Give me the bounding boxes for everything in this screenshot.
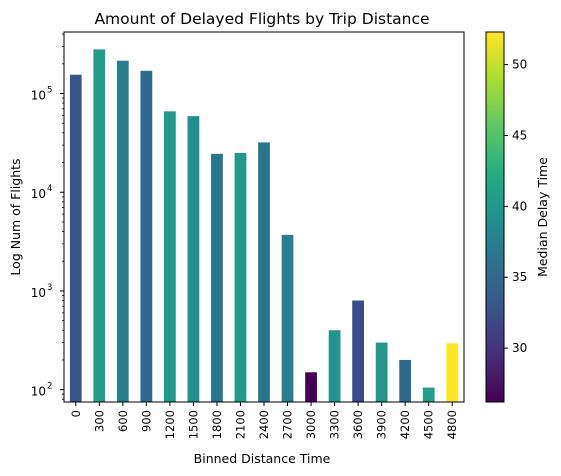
bars-group — [69, 49, 459, 403]
x-tick-label-4200: 4200 — [398, 410, 412, 439]
y-tick-label: 10 — [31, 385, 46, 399]
y-tick-exponent: 2 — [47, 382, 52, 392]
bar-1500 — [187, 116, 200, 402]
x-tick-label-0: 0 — [69, 410, 83, 417]
bar-2100 — [234, 152, 247, 402]
bar-3300 — [328, 330, 341, 402]
bar-3000 — [305, 372, 317, 402]
y-tick-label: 10 — [31, 187, 46, 201]
x-tick-label-4800: 4800 — [445, 410, 459, 439]
y-tick-exponent: 4 — [47, 184, 52, 194]
colorbar-tick-label: 40 — [512, 199, 527, 213]
colorbar-tick-label: 45 — [512, 128, 527, 142]
bar-300 — [93, 49, 106, 402]
colorbar-tick-label: 50 — [512, 58, 527, 72]
bar-900 — [140, 70, 153, 403]
y-tick-exponent: 3 — [47, 283, 52, 293]
bar-2400 — [258, 142, 270, 402]
x-tick-label-900: 900 — [139, 410, 153, 432]
x-tick-label-3900: 3900 — [375, 410, 389, 439]
bar-4500 — [422, 387, 435, 402]
x-tick-label-300: 300 — [92, 410, 106, 432]
y-tick-label: 10 — [31, 286, 46, 300]
x-tick-label-3000: 3000 — [304, 410, 318, 439]
x-tick-label-3600: 3600 — [351, 410, 365, 439]
y-axis-label: Log Num of Flights — [8, 158, 23, 275]
y-tick-exponent: 5 — [47, 86, 52, 96]
colorbar-tick-label: 30 — [512, 341, 527, 355]
bar-2700 — [281, 234, 294, 402]
x-tick-label-1500: 1500 — [186, 410, 200, 439]
bar-1800 — [211, 153, 223, 402]
x-tick-label-600: 600 — [116, 410, 130, 432]
bar-4800 — [446, 343, 459, 402]
x-tick-label-1200: 1200 — [163, 410, 177, 439]
bar-4200 — [399, 359, 412, 402]
x-tick-label-4500: 4500 — [422, 410, 436, 439]
y-tick-label: 10 — [31, 89, 46, 103]
colorbar-ticks: 30 35 40 45 50 — [504, 58, 527, 355]
x-tick-label-3300: 3300 — [328, 410, 342, 439]
bar-3900 — [375, 342, 388, 402]
x-axis-label: Binned Distance Time — [194, 451, 331, 466]
x-tick-label-1800: 1800 — [210, 410, 224, 439]
x-axis: 0 300 600 900 1200 1500 1800 2100 2400 2700 3000 33… — [69, 402, 459, 439]
x-tick-label-2100: 2100 — [233, 410, 247, 439]
colorbar-gradient — [485, 31, 505, 403]
chart-title: Amount of Delayed Flights by Trip Distan… — [94, 10, 429, 28]
colorbar-tick-label: 35 — [512, 270, 527, 284]
x-tick-label-2400: 2400 — [257, 410, 271, 439]
x-tick-label-2700: 2700 — [281, 410, 295, 439]
bar-1200 — [164, 111, 176, 402]
bar-600 — [116, 60, 129, 402]
colorbar: 30 35 40 45 50 Median Delay Time — [485, 31, 550, 403]
bar-0 — [69, 74, 82, 403]
colorbar-label: Median Delay Time — [535, 157, 550, 277]
bar-3600 — [352, 300, 364, 402]
